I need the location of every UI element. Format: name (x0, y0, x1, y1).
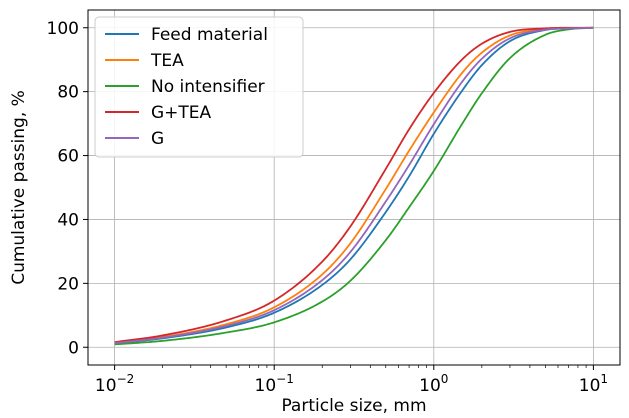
series-line (114, 26, 594, 344)
legend-label: No intensifier (151, 77, 265, 97)
y-tick-label: 100 (47, 19, 79, 39)
series-layer (114, 26, 594, 346)
y-tick-label: 60 (57, 147, 79, 167)
x-tick-label: 10−2 (95, 372, 134, 396)
y-axis-label: Cumulative passing, % (9, 90, 29, 285)
y-tick-label: 20 (57, 274, 79, 294)
plot-frame (87, 9, 621, 366)
legend-label: Feed material (151, 25, 268, 45)
x-tick-label: 100 (419, 372, 448, 396)
ticks: 10−2 10−1 100 101 0 20 40 60 80 100 (47, 19, 608, 396)
x-tick-label: 10−1 (255, 372, 294, 396)
series-line (114, 26, 594, 344)
x-tick-label: 101 (579, 372, 608, 396)
y-tick-label: 0 (68, 338, 79, 358)
series-line (114, 26, 594, 345)
y-tick-label: 40 (57, 210, 79, 230)
legend: Feed material TEA No intensifier G+TEA G (94, 16, 304, 158)
legend-label: TEA (150, 51, 184, 71)
x-axis-label: Particle size, mm (281, 396, 426, 416)
legend-label: G (151, 129, 164, 149)
legend-box (94, 16, 304, 158)
legend-label: G+TEA (151, 103, 212, 123)
series-line (114, 26, 594, 344)
y-tick-label: 80 (57, 83, 79, 103)
series-line (114, 26, 594, 346)
